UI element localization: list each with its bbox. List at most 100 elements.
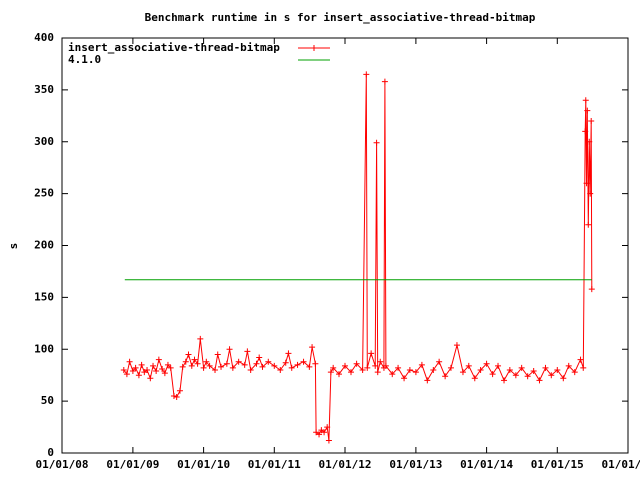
x-tick-label: 01/01/11: [248, 458, 301, 471]
y-tick-label: 100: [34, 342, 54, 355]
point-marker: [214, 351, 221, 358]
point-marker: [309, 344, 316, 351]
point-marker: [164, 361, 171, 368]
point-marker: [483, 360, 490, 367]
point-marker: [144, 367, 151, 373]
y-tick-label: 400: [34, 31, 54, 44]
point-marker: [265, 358, 272, 365]
point-marker: [223, 360, 230, 367]
point-marker: [374, 369, 381, 376]
point-marker: [542, 364, 549, 371]
point-marker: [453, 342, 460, 349]
x-tick-label: 01/01/08: [36, 458, 89, 471]
point-marker: [173, 393, 180, 400]
point-marker: [188, 362, 195, 369]
y-tick-label: 250: [34, 187, 54, 200]
point-marker: [200, 364, 207, 371]
point-marker: [123, 371, 130, 378]
point-marker: [194, 360, 201, 367]
point-marker: [381, 78, 388, 85]
point-marker: [212, 367, 219, 373]
point-marker: [321, 429, 328, 436]
point-marker: [206, 362, 213, 369]
point-marker: [372, 362, 379, 369]
point-marker: [277, 367, 284, 373]
point-marker: [530, 368, 537, 375]
point-marker: [501, 377, 508, 384]
point-marker: [512, 372, 519, 379]
point-marker: [506, 367, 513, 373]
point-marker: [382, 362, 389, 369]
y-tick-label: 350: [34, 83, 54, 96]
point-marker: [459, 369, 466, 376]
point-marker: [327, 369, 334, 376]
point-marker: [241, 361, 248, 368]
point-marker: [580, 364, 587, 371]
y-axis-label: s: [7, 243, 20, 250]
point-marker: [306, 363, 313, 370]
point-marker: [203, 358, 210, 365]
point-marker: [582, 128, 589, 135]
point-marker: [430, 367, 437, 373]
point-marker: [155, 356, 162, 363]
y-tick-label: 50: [41, 394, 54, 407]
y-tick-label: 150: [34, 290, 54, 303]
point-marker: [536, 377, 543, 384]
point-marker: [120, 367, 127, 373]
point-marker: [271, 362, 278, 369]
y-tick-label: 200: [34, 239, 54, 252]
point-marker: [235, 358, 242, 365]
point-marker: [495, 362, 502, 369]
point-marker: [288, 364, 295, 371]
point-marker: [147, 375, 154, 382]
x-tick-label: 01/01/09: [106, 458, 159, 471]
point-marker: [176, 387, 183, 394]
point-marker: [368, 350, 375, 357]
point-marker: [586, 138, 593, 145]
point-marker: [548, 372, 555, 379]
chart-title: Benchmark runtime in s for insert_associ…: [145, 11, 536, 24]
point-marker: [167, 364, 174, 371]
point-marker: [377, 358, 384, 365]
point-marker: [554, 367, 561, 373]
point-marker: [161, 370, 168, 377]
point-marker: [565, 362, 572, 369]
point-marker: [436, 358, 443, 365]
point-marker: [571, 369, 578, 376]
point-marker: [518, 364, 525, 371]
point-marker: [218, 363, 225, 370]
point-marker: [585, 221, 592, 228]
point-marker: [373, 139, 380, 146]
point-marker: [588, 286, 595, 293]
point-marker: [330, 364, 337, 371]
point-marker: [524, 373, 531, 380]
point-marker: [477, 367, 484, 373]
point-marker: [465, 362, 472, 369]
x-tick-label: 01/01/16: [602, 458, 640, 471]
point-marker: [185, 351, 192, 358]
point-marker: [364, 364, 371, 371]
point-marker: [138, 361, 145, 368]
x-tick-label: 01/01/12: [319, 458, 372, 471]
plot-frame: [61, 37, 629, 454]
y-tick-label: 300: [34, 135, 54, 148]
point-marker: [335, 371, 342, 378]
legend-marker: [311, 45, 317, 51]
point-marker: [182, 358, 189, 365]
point-marker: [587, 190, 594, 197]
point-marker: [135, 372, 142, 379]
point-marker: [244, 348, 251, 355]
point-marker: [259, 363, 266, 370]
point-marker: [489, 371, 496, 378]
point-marker: [282, 359, 289, 366]
y-tick-label: 0: [47, 446, 54, 459]
point-marker: [412, 369, 419, 376]
point-marker: [401, 375, 408, 382]
point-marker: [129, 368, 136, 375]
point-marker: [584, 107, 591, 114]
point-marker: [226, 346, 233, 353]
point-marker: [418, 361, 425, 368]
x-tick-label: 01/01/14: [460, 458, 513, 471]
point-marker: [582, 97, 589, 104]
point-marker: [342, 362, 348, 369]
